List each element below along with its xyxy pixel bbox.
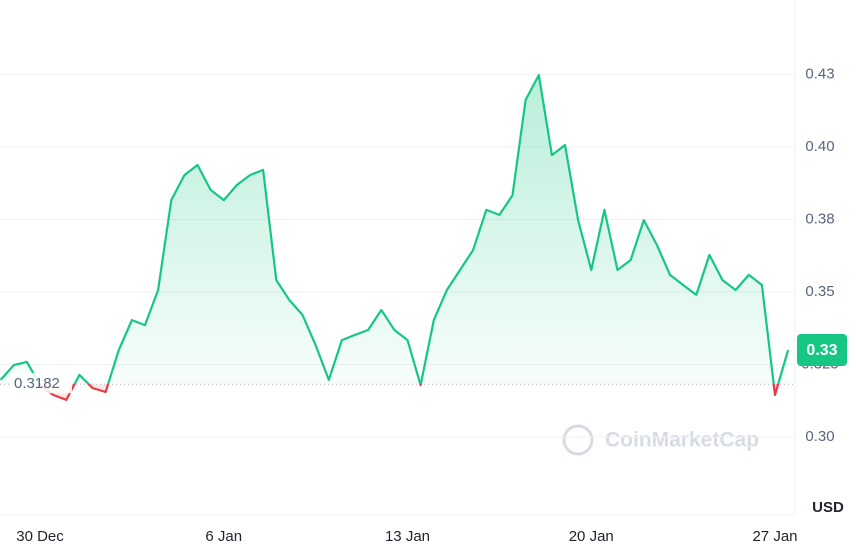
y-tick-label: 0.38 bbox=[805, 210, 834, 227]
currency-label: USD bbox=[812, 499, 844, 516]
x-tick-label: 13 Jan bbox=[385, 528, 430, 545]
current-price-badge bbox=[797, 334, 847, 367]
current-price-label: 0.33 bbox=[806, 342, 837, 359]
y-tick-label: 0.30 bbox=[805, 428, 834, 445]
watermark: CoinMarketCap bbox=[562, 424, 759, 456]
watermark-text: CoinMarketCap bbox=[605, 429, 759, 452]
y-tick-label: 0.35 bbox=[805, 283, 834, 300]
area-above bbox=[0, 75, 789, 385]
x-tick-label: 27 Jan bbox=[752, 528, 797, 545]
x-tick-label: 20 Jan bbox=[569, 528, 614, 545]
baseline-label: 0.3182 bbox=[14, 375, 60, 392]
price-line bbox=[0, 74, 790, 401]
x-tick-label: 6 Jan bbox=[205, 528, 242, 545]
y-tick-label: 0.40 bbox=[805, 138, 834, 155]
baseline-label-bg bbox=[10, 373, 72, 394]
x-tick-label: 30 Dec bbox=[16, 528, 64, 545]
y-tick-label: 0.43 bbox=[805, 65, 834, 82]
